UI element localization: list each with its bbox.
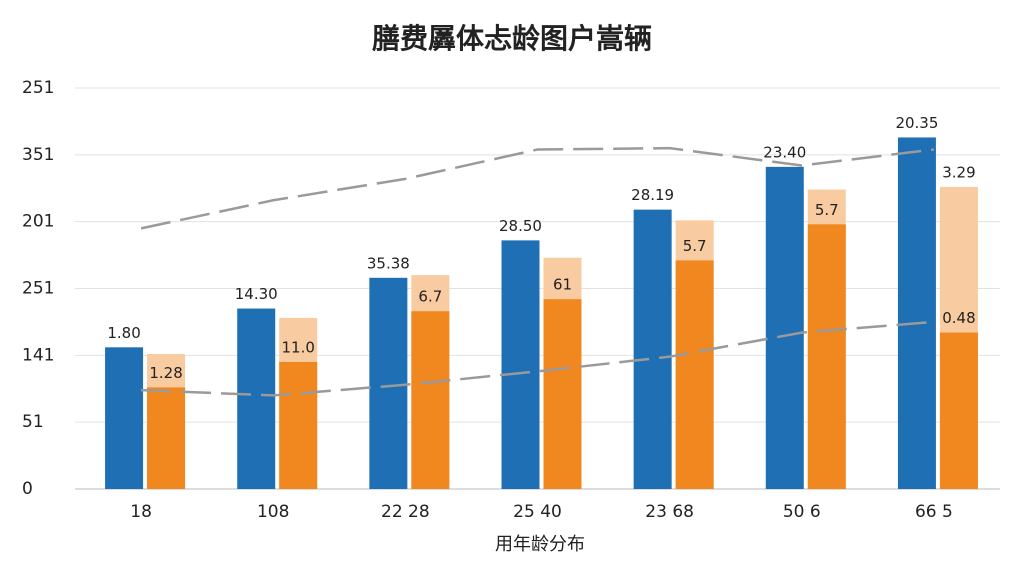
bar	[675, 260, 714, 489]
data-label: 3.29	[942, 163, 975, 181]
line	[140, 146, 935, 230]
bar	[369, 277, 408, 489]
y-tick-label: 141	[22, 345, 54, 365]
bar	[765, 166, 804, 489]
data-label: 0.48	[942, 309, 975, 327]
chart-title: 膳费羼体忐龄图户嵩辆	[372, 22, 652, 55]
data-label: 5.7	[683, 237, 707, 255]
line	[141, 320, 935, 397]
data-label: 1.80	[107, 324, 140, 342]
data-label: 1.28	[149, 364, 182, 382]
bar	[897, 137, 936, 489]
y-tick-label: 251	[22, 78, 54, 98]
x-tick-label: 23 68	[645, 502, 694, 522]
bar	[105, 347, 144, 489]
data-label: 35.38	[367, 254, 410, 272]
data-label: 20.35	[895, 114, 938, 132]
data-label: 6.7	[418, 288, 442, 306]
data-label: 14.30	[235, 285, 278, 303]
y-tick-label: 51	[22, 412, 44, 432]
y-tick-label: 251	[22, 279, 54, 299]
bar	[501, 240, 540, 489]
bar	[147, 387, 186, 489]
bar	[543, 299, 582, 489]
data-label: 61	[553, 276, 572, 294]
data-label: 5.7	[815, 201, 839, 219]
bar	[411, 311, 450, 489]
bar	[807, 224, 846, 489]
x-tick-label: 22 28	[381, 502, 430, 522]
x-tick-label: 108	[257, 502, 289, 522]
bar	[279, 362, 318, 489]
y-tick-label: 0	[22, 479, 33, 499]
y-tick-label: 201	[22, 212, 54, 232]
bar	[237, 308, 276, 489]
x-tick-label: 50 6	[783, 502, 821, 522]
x-axis-label: 用年龄分布	[495, 534, 585, 555]
bar	[939, 332, 978, 489]
data-label: 28.19	[631, 186, 674, 204]
y-tick-label: 351	[22, 145, 54, 165]
data-label: 11.0	[282, 339, 315, 357]
x-tick-label: 18	[130, 502, 152, 522]
bar	[633, 209, 672, 490]
data-label: 28.50	[499, 217, 542, 235]
x-tick-label: 66 5	[915, 502, 953, 522]
data-label: 23.40	[763, 143, 806, 161]
x-tick-label: 25 40	[513, 502, 562, 522]
